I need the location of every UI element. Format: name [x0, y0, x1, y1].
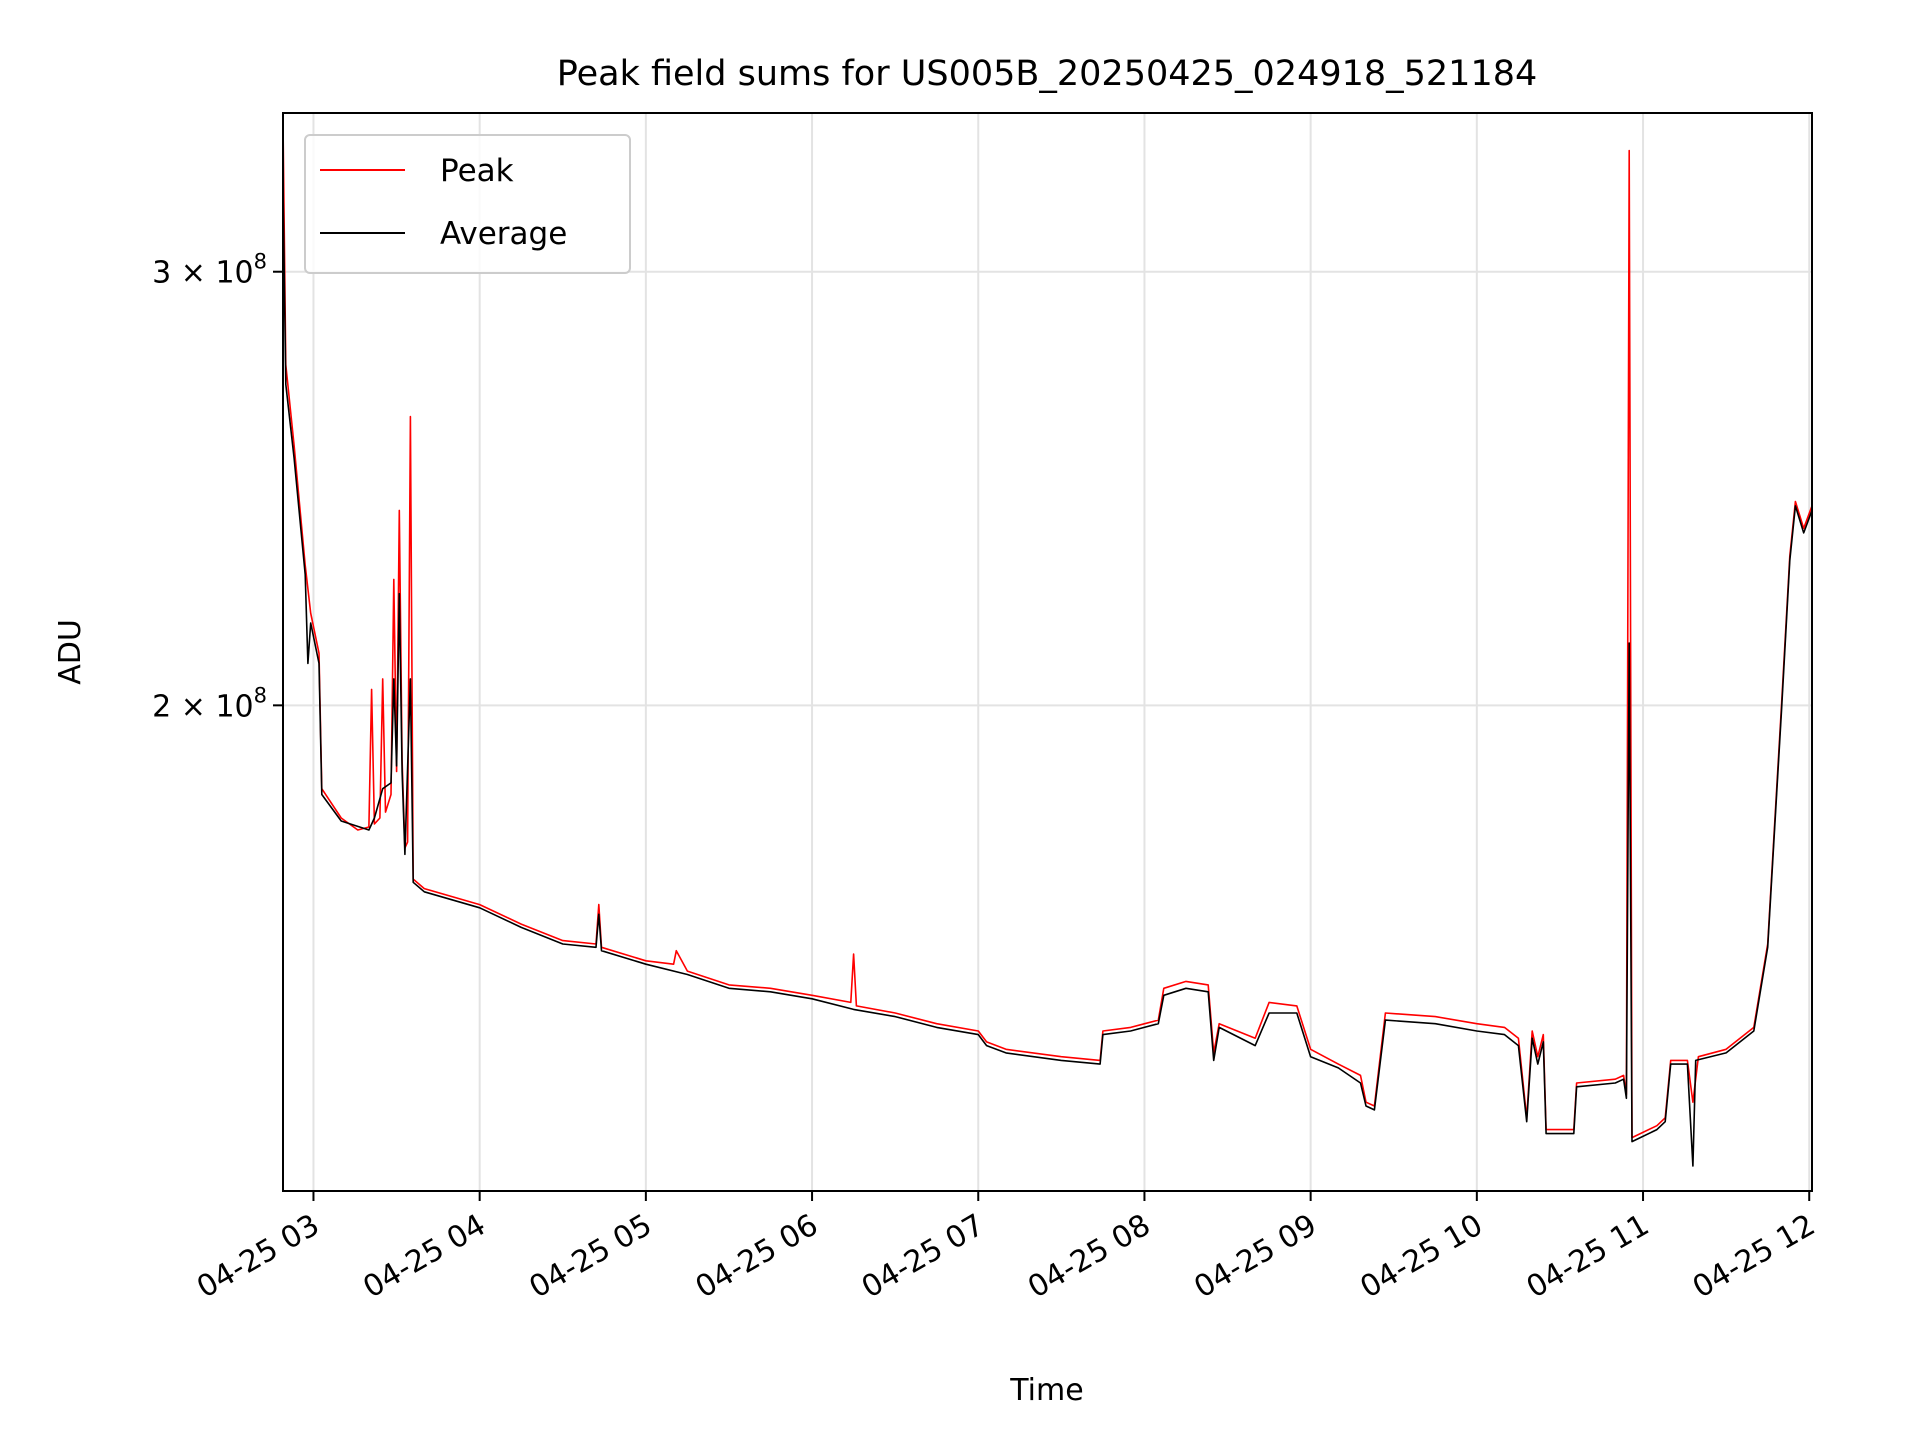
y-tick-base: 10 — [215, 689, 253, 724]
series-line-peak — [283, 122, 1812, 1139]
grid-lines — [283, 113, 1812, 1191]
x-tick-label: 04-25 05 — [524, 1208, 658, 1306]
y-tick-mantissa: 3 × — [152, 256, 215, 291]
x-tick-label: 04-25 04 — [357, 1208, 491, 1306]
series-layer — [283, 122, 1812, 1167]
y-tick-label: 3 × 108 — [152, 250, 267, 291]
legend-label-peak: Peak — [440, 153, 514, 189]
x-tick-label: 04-25 12 — [1687, 1208, 1821, 1306]
legend: Peak Average — [304, 134, 631, 274]
y-axis-label: ADU — [53, 619, 88, 685]
x-tick-label: 04-25 11 — [1521, 1208, 1655, 1306]
x-tick-label: 04-25 03 — [191, 1208, 325, 1306]
x-tick-label: 04-25 09 — [1188, 1208, 1322, 1306]
x-tick-label: 04-25 07 — [856, 1208, 990, 1306]
x-axis-ticks: 04-25 03 04-25 04 04-25 05 04-25 06 04-25 07… — [191, 1191, 1821, 1305]
y-tick-label: 2 × 108 — [152, 683, 267, 724]
legend-label-average: Average — [440, 216, 567, 252]
x-tick-label: 04-25 06 — [690, 1208, 824, 1306]
y-tick-exponent: 8 — [254, 683, 267, 707]
x-tick-label: 04-25 08 — [1022, 1208, 1156, 1306]
x-tick-label: 04-25 10 — [1355, 1208, 1489, 1306]
plot-frame — [282, 112, 1813, 1192]
series-line-average — [283, 186, 1812, 1167]
y-tick-base: 10 — [215, 256, 253, 291]
chart-title: Peak field sums for US005B_20250425_0249… — [557, 54, 1538, 94]
y-tick-exponent: 8 — [254, 250, 267, 274]
x-axis-label: Time — [1009, 1373, 1083, 1408]
y-tick-mantissa: 2 × — [152, 689, 215, 724]
